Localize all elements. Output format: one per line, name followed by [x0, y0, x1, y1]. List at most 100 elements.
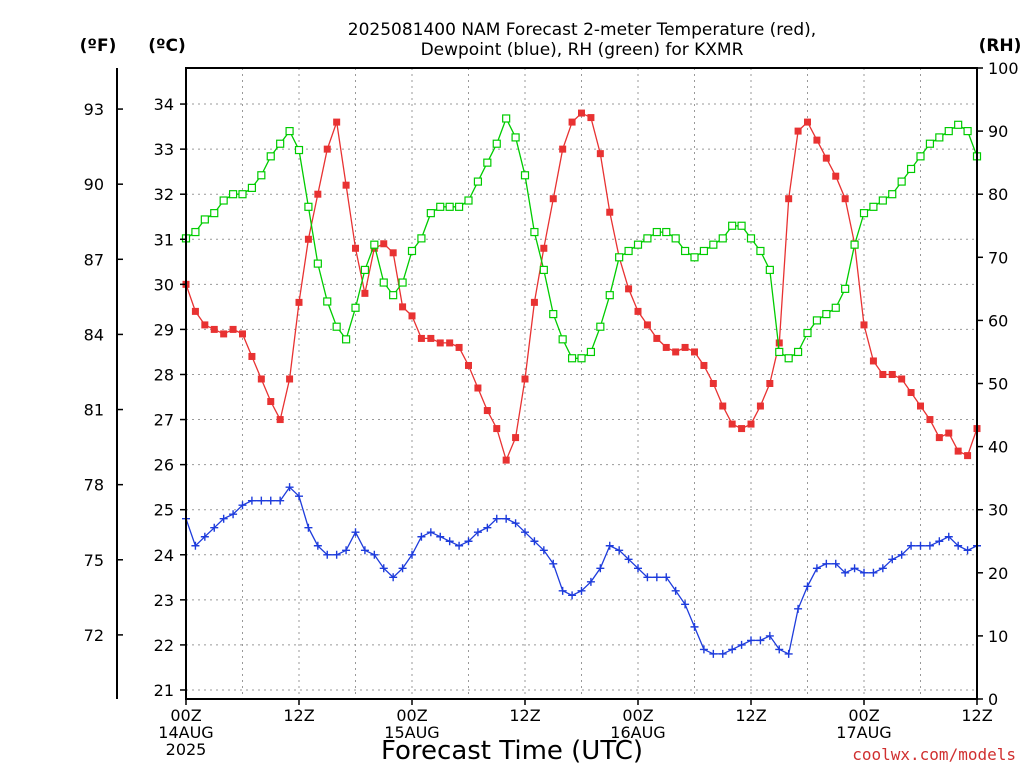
rh-point	[323, 297, 332, 306]
temperature-point	[408, 312, 416, 320]
temperature-point	[813, 136, 821, 144]
dewpoint-point	[502, 514, 511, 523]
rh-point	[671, 234, 680, 243]
celsius-tick-label: 32	[154, 185, 174, 204]
temperature-point	[549, 195, 557, 203]
fahrenheit-tick-label: 72	[84, 626, 104, 645]
celsius-tick-label: 31	[154, 230, 174, 249]
fahrenheit-tick-label: 90	[84, 175, 104, 194]
dewpoint-point	[747, 636, 755, 645]
celsius-tick-label: 25	[154, 501, 174, 520]
rh-point	[756, 246, 765, 256]
dewpoint-point	[944, 532, 953, 541]
dewpoint-point	[389, 573, 398, 582]
temperature-point	[691, 348, 698, 356]
rh-point	[370, 240, 379, 249]
temperature-point	[210, 325, 218, 333]
dewpoint-point	[681, 600, 690, 609]
celsius-unit-label: (ºC)	[148, 36, 186, 56]
dewpoint-point	[511, 519, 520, 528]
rh-point	[200, 215, 209, 224]
dewpoint-point	[342, 546, 351, 555]
rh-point	[897, 177, 906, 186]
temperature-point	[596, 150, 604, 158]
dewpoint-point	[426, 528, 435, 537]
temperature-point	[775, 339, 783, 347]
dewpoint-point	[812, 564, 821, 573]
temperature-point	[841, 195, 849, 203]
rh-point	[906, 164, 916, 174]
dewpoint-point	[492, 514, 501, 523]
rh-tick-label: 60	[988, 311, 1008, 330]
dewpoint-point	[699, 645, 708, 654]
dewpoint-point	[408, 550, 416, 559]
temperature-point	[465, 361, 472, 369]
rh-point	[530, 227, 539, 237]
rh-tick-label: 10	[988, 627, 1008, 646]
rh-point	[473, 177, 483, 186]
rh-point	[558, 335, 567, 344]
rh-point	[360, 265, 370, 275]
x-tick-label: 00Z	[170, 706, 201, 725]
temperature-point	[756, 402, 764, 410]
temperature-point	[653, 334, 661, 342]
rh-point	[351, 303, 360, 312]
x-tick-label: 00Z	[622, 706, 653, 725]
dewpoint-point	[219, 514, 228, 523]
temperature-point	[728, 420, 736, 428]
rh-point	[718, 234, 727, 243]
rh-point	[737, 221, 746, 230]
plot-frame	[185, 67, 978, 700]
x-tick-label: 00Z	[848, 706, 879, 725]
rh-point	[492, 139, 501, 148]
temperature-point	[352, 244, 359, 252]
dewpoint-point	[784, 649, 793, 658]
fahrenheit-tick-label: 87	[84, 250, 104, 269]
temperature-point	[540, 244, 548, 252]
x-tick-label: 2025	[166, 740, 207, 759]
rh-point	[436, 202, 445, 211]
fahrenheit-tick-label: 81	[84, 401, 104, 420]
dewpoint-point	[266, 496, 275, 505]
dewpoint-point	[521, 528, 529, 537]
rh-point	[841, 284, 850, 293]
dewpoint-point	[728, 645, 737, 654]
temperature-point	[530, 298, 538, 306]
dewpoint-point	[671, 586, 680, 595]
rh-point	[577, 354, 586, 363]
temperature-point	[257, 375, 265, 383]
dewpoint-point	[897, 550, 906, 559]
dewpoint-point	[417, 532, 426, 541]
rh-point	[426, 209, 435, 218]
temperature-point	[229, 325, 237, 333]
temperature-point	[446, 339, 454, 347]
rh-point	[483, 158, 492, 167]
x-tick-label: 12Z	[509, 706, 540, 725]
credit-label: coolwx.com/models	[852, 745, 1016, 764]
temperature-point	[436, 339, 444, 347]
temperature-point	[794, 127, 802, 135]
dewpoint-point	[464, 537, 473, 546]
temperature-point	[662, 343, 670, 351]
dewpoint-point	[831, 559, 840, 568]
temperature-point	[389, 249, 397, 257]
temperature-point	[681, 343, 689, 351]
rh-point	[549, 309, 558, 319]
temperature-point	[417, 334, 425, 342]
rh-point	[407, 246, 417, 256]
x-tick-label: 12Z	[961, 706, 992, 725]
x-tick-label: 15AUG	[384, 723, 439, 742]
celsius-tick-label: 27	[154, 411, 174, 430]
dewpoint-point	[907, 541, 916, 550]
rh-point	[417, 234, 426, 243]
rh-point	[652, 227, 661, 237]
rh-point	[586, 347, 596, 357]
rh-tick-label: 30	[988, 501, 1008, 520]
dewpoint-point	[916, 541, 925, 550]
dewpoint-point	[558, 586, 567, 595]
dewpoint-point	[285, 483, 294, 492]
dewpoint-point	[662, 573, 671, 582]
x-axis-label: Forecast Time (UTC)	[381, 736, 643, 766]
temperature-point	[559, 145, 567, 153]
temperature-point	[512, 434, 520, 442]
